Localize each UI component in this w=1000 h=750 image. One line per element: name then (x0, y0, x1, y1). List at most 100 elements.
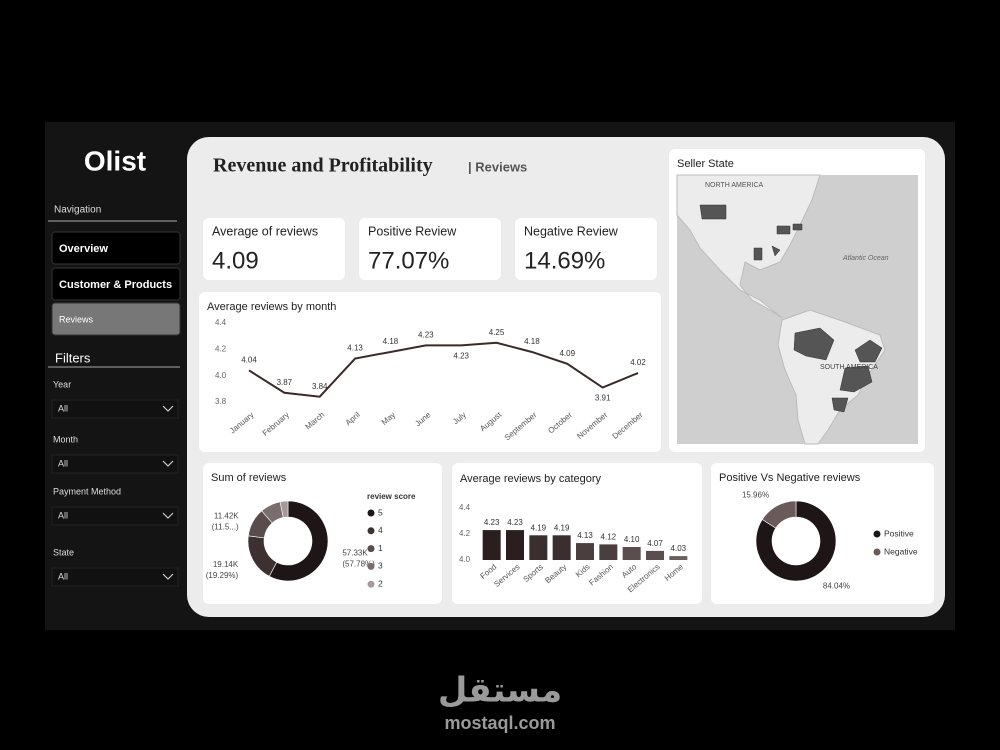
data-label: 4.02 (630, 358, 646, 367)
kpi-value: 77.07% (368, 247, 449, 274)
dropdown[interactable] (51, 506, 179, 526)
nav-label: Overview (59, 243, 108, 255)
legend-label: 5 (378, 507, 383, 517)
percent-label: (11.5...) (212, 523, 239, 532)
y-tick-label: 4.4 (459, 503, 471, 512)
legend-label: 3 (378, 561, 383, 571)
donut-segment (761, 500, 797, 529)
data-label: 15.96% (742, 491, 769, 500)
legend-swatch (367, 562, 375, 570)
legend-swatch (367, 580, 375, 588)
dropdown[interactable] (51, 454, 179, 474)
line-card (199, 292, 661, 452)
bar (552, 535, 571, 560)
data-label: 57.33K (342, 549, 368, 558)
line (248, 341, 639, 398)
bar-card (452, 463, 702, 604)
donut-segment (279, 500, 289, 518)
legend-label: 4 (378, 525, 383, 535)
chart-title: Average reviews by month (207, 301, 336, 313)
bar (506, 530, 524, 560)
y-tick-label: 4.4 (215, 318, 227, 327)
map-label: NORTH AMERICA (705, 182, 764, 189)
data-label: 4.18 (383, 337, 399, 346)
data-label: 4.12 (601, 533, 617, 542)
logo: Olist (84, 145, 146, 176)
dropdown[interactable] (51, 567, 179, 587)
page-title: Revenue and Profitability (213, 155, 433, 177)
legend-label: 1 (378, 543, 383, 553)
kpi-label: Positive Review (368, 224, 457, 238)
percent-label: (19.29%) (206, 571, 239, 580)
dropdown[interactable] (51, 399, 179, 419)
chart-title: Positive Vs Negative reviews (719, 472, 861, 484)
watermark-latin: mostaql.com (444, 713, 555, 733)
kpi-value: 14.69% (524, 247, 605, 274)
data-label: 3.84 (312, 382, 328, 391)
kpi-value: 4.09 (212, 247, 259, 274)
bar (576, 543, 594, 560)
filter-label: Payment Method (53, 486, 121, 496)
chevron (162, 405, 174, 412)
legend-label: Positive (884, 528, 914, 538)
chevron (162, 573, 174, 580)
nav-title: Navigation (54, 205, 101, 216)
dropdown-value: All (58, 571, 68, 581)
data-label: 4.03 (671, 544, 687, 553)
map-title: Seller State (677, 158, 734, 170)
y-tick-label: 3.8 (215, 397, 227, 406)
y-tick-label: 4.2 (215, 344, 227, 353)
dropdown-value: All (58, 403, 68, 413)
chevron (162, 512, 174, 519)
chart-title: Sum of reviews (211, 472, 287, 484)
nav-label: Customer & Products (59, 279, 172, 291)
donut-segment (268, 500, 329, 582)
data-label: 3.91 (595, 394, 611, 403)
legend-swatch (873, 548, 881, 556)
watermark-arabic: مستقل (438, 671, 562, 711)
data-label: 3.87 (277, 378, 293, 387)
data-label: 4.23 (453, 351, 469, 360)
y-tick-label: 4.0 (459, 555, 471, 564)
legend-title: review score (367, 492, 416, 501)
kpi-label: Average of reviews (212, 224, 318, 238)
chevron (162, 460, 174, 467)
kpi-card (515, 218, 657, 280)
page-subtitle: | Reviews (468, 159, 527, 174)
legend-swatch (873, 530, 881, 538)
percent-label: (57.78%) (342, 560, 375, 569)
bar (669, 556, 688, 560)
bar (646, 550, 664, 560)
map-label: Atlantic Ocean (842, 255, 889, 262)
data-label: 4.13 (577, 531, 593, 540)
data-label: 84.04% (823, 582, 850, 591)
data-label: 4.09 (559, 349, 575, 358)
y-tick-label: 4.0 (215, 371, 227, 380)
legend-label: Negative (884, 546, 918, 556)
bar (622, 547, 641, 560)
dropdown-value: All (58, 510, 68, 520)
legend-label: 2 (378, 578, 383, 588)
filter-label: State (53, 547, 74, 557)
kpi-label: Negative Review (524, 224, 619, 238)
kpi-card (203, 218, 345, 280)
data-label: 4.23 (418, 330, 434, 339)
legend-swatch (367, 527, 375, 535)
data-label: 19.14K (213, 560, 239, 569)
data-label: 4.10 (624, 535, 640, 544)
nav-label: Reviews (59, 314, 94, 324)
seller-states (699, 204, 883, 413)
y-tick-label: 4.2 (459, 529, 471, 538)
nav-button[interactable] (51, 302, 181, 336)
kpi-card (359, 218, 501, 280)
data-label: 4.19 (531, 523, 547, 532)
filter-label: Year (53, 379, 71, 389)
legend-swatch (367, 545, 375, 553)
data-label: 4.07 (647, 539, 663, 548)
nav-button[interactable] (51, 231, 181, 265)
map-label: SOUTH AMERICA (820, 364, 878, 371)
nav-button[interactable] (51, 267, 181, 301)
filter-label: Month (53, 434, 78, 444)
bar (529, 535, 548, 560)
